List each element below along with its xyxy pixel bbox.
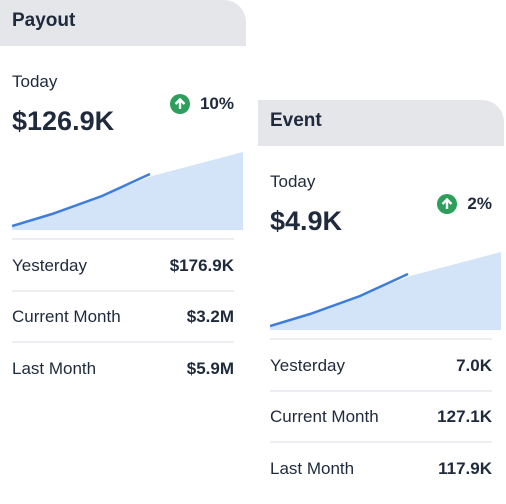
sparkline-line: [11, 172, 151, 228]
row-label: Last Month: [270, 458, 355, 478]
up-arrow-icon: [437, 194, 458, 214]
today-label: Today: [270, 172, 316, 191]
row-label: Last Month: [12, 358, 97, 378]
sparkline-line: [269, 272, 409, 328]
row-value: 127.1K: [437, 407, 492, 426]
change-indicator: 2%: [437, 194, 492, 214]
change-value: 10%: [199, 94, 234, 113]
stat-row: Current Month $3.2M: [12, 289, 234, 343]
row-value: $3.2M: [186, 307, 234, 326]
today-label: Today: [12, 72, 58, 91]
card-header: Event: [258, 100, 504, 146]
stat-row: Current Month 127.1K: [270, 389, 492, 443]
stat-row: Last Month $5.9M: [12, 341, 234, 394]
stat-card: Event Today $4.9K 2% Yesterday 7.0K Current Mo…: [258, 100, 504, 504]
stat-card: Payout Today $126.9K 10% Yesterday $176.9K Cur…: [0, 0, 246, 504]
row-label: Current Month: [12, 307, 121, 326]
row-label: Current Month: [270, 407, 379, 426]
row-label: Yesterday: [12, 255, 87, 275]
row-label: Yesterday: [270, 355, 345, 375]
change-indicator: 10%: [169, 94, 234, 114]
sparkline-chart: [269, 252, 501, 330]
row-value: $5.9M: [186, 358, 234, 378]
today-value: $126.9K: [12, 106, 115, 136]
sparkline-area: [270, 252, 501, 330]
row-value: 7.0K: [456, 355, 492, 375]
change-value: 2%: [467, 194, 492, 213]
sparkline-chart: [11, 152, 243, 230]
card-title: Event: [270, 110, 322, 131]
up-arrow-icon: [169, 94, 190, 114]
sparkline: [11, 150, 243, 230]
row-value: 117.9K: [438, 458, 492, 478]
stat-row: Yesterday 7.0K: [270, 338, 492, 391]
row-value: $176.9K: [169, 255, 234, 275]
card-header: Payout: [0, 0, 246, 46]
sparkline: [269, 250, 501, 330]
sparkline-area: [12, 152, 243, 230]
stat-row: Yesterday $176.9K: [12, 238, 234, 291]
today-value: $4.9K: [270, 206, 343, 236]
stat-row: Last Month 117.9K: [270, 441, 492, 494]
card-title: Payout: [12, 10, 76, 31]
